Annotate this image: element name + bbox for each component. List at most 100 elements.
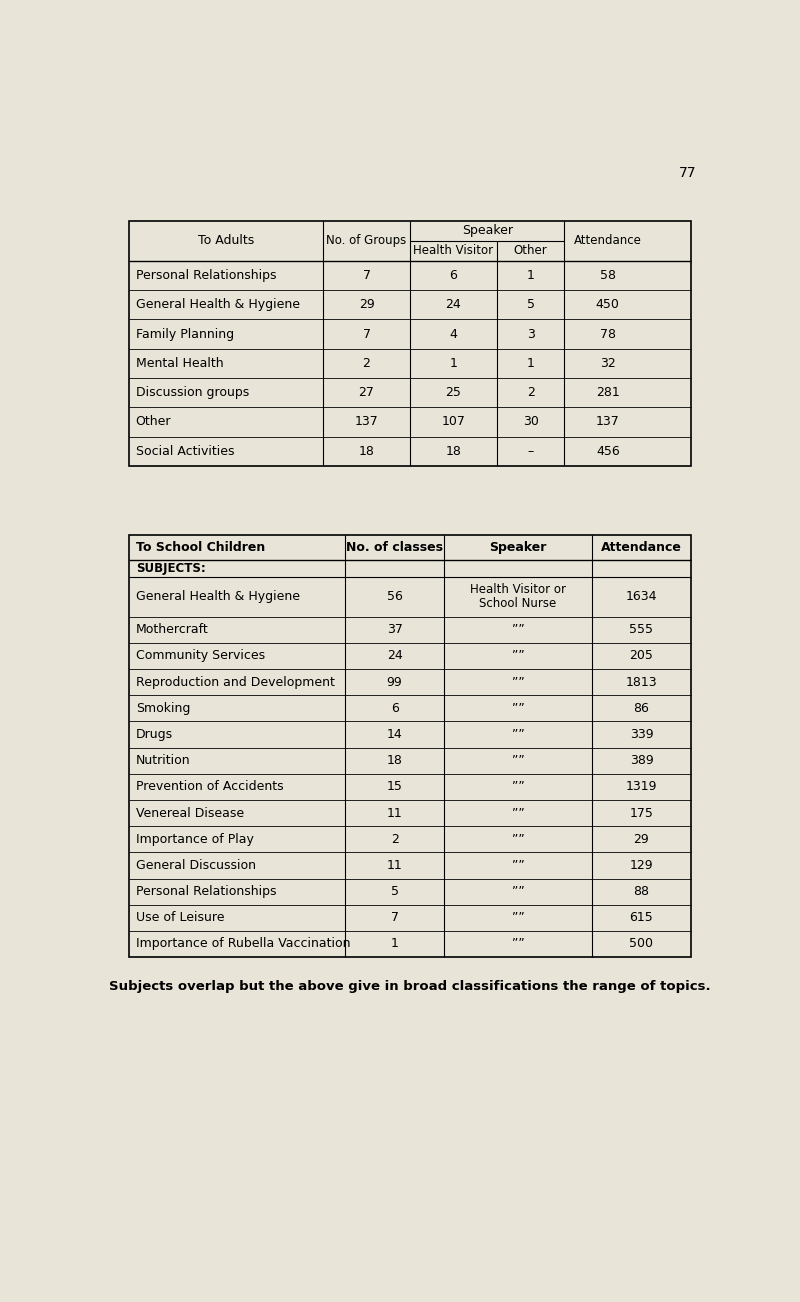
Text: Importance of Play: Importance of Play [136,833,254,846]
Text: 88: 88 [634,885,650,898]
Text: 78: 78 [600,328,616,341]
Text: Social Activities: Social Activities [136,445,234,457]
Text: 615: 615 [630,911,654,924]
Text: 29: 29 [634,833,650,846]
Text: Drugs: Drugs [136,728,173,741]
Text: 27: 27 [358,387,374,400]
Text: ””: ”” [512,911,524,924]
Text: 6: 6 [390,702,398,715]
Text: 175: 175 [630,806,654,819]
Text: 4: 4 [450,328,458,341]
Text: Speaker: Speaker [462,224,513,237]
Text: 137: 137 [354,415,378,428]
Text: To Adults: To Adults [198,234,254,247]
Text: ””: ”” [512,859,524,872]
Text: Family Planning: Family Planning [136,328,234,341]
Text: General Health & Hygiene: General Health & Hygiene [136,298,300,311]
Text: 450: 450 [596,298,620,311]
Text: Smoking: Smoking [136,702,190,715]
Text: 456: 456 [596,445,620,457]
Text: 205: 205 [630,650,654,663]
Text: ””: ”” [512,885,524,898]
Text: 7: 7 [390,911,398,924]
Text: Personal Relationships: Personal Relationships [136,270,276,283]
Text: 1813: 1813 [626,676,658,689]
Text: School Nurse: School Nurse [479,598,557,611]
Text: Speaker: Speaker [490,540,546,553]
Text: ””: ”” [512,702,524,715]
Text: 7: 7 [362,328,370,341]
Text: Attendance: Attendance [601,540,682,553]
Text: 7: 7 [362,270,370,283]
Text: 500: 500 [630,937,654,950]
Text: 339: 339 [630,728,654,741]
Text: Health Visitor or: Health Visitor or [470,583,566,596]
Text: 11: 11 [386,806,402,819]
Text: 24: 24 [446,298,462,311]
Text: 389: 389 [630,754,654,767]
Text: SUBJECTS:: SUBJECTS: [136,561,206,574]
Text: Use of Leisure: Use of Leisure [136,911,224,924]
Text: Discussion groups: Discussion groups [136,387,249,400]
Text: 18: 18 [386,754,402,767]
Text: 2: 2 [526,387,534,400]
Text: 3: 3 [526,328,534,341]
Text: 99: 99 [386,676,402,689]
Text: Other: Other [514,245,547,258]
Text: Mental Health: Mental Health [136,357,223,370]
Text: 24: 24 [386,650,402,663]
Bar [130,221,690,466]
Text: Importance of Rubella Vaccination: Importance of Rubella Vaccination [136,937,350,950]
Text: 1: 1 [526,357,534,370]
Text: 37: 37 [386,624,402,637]
Text: 86: 86 [634,702,650,715]
Text: Other: Other [136,415,171,428]
Text: 129: 129 [630,859,654,872]
Text: 25: 25 [446,387,462,400]
Text: Community Services: Community Services [136,650,265,663]
Text: 56: 56 [386,590,402,603]
Text: 2: 2 [390,833,398,846]
Text: 555: 555 [630,624,654,637]
Text: Nutrition: Nutrition [136,754,190,767]
Text: 5: 5 [390,885,398,898]
Text: 32: 32 [600,357,616,370]
Text: 1: 1 [526,270,534,283]
Text: Personal Relationships: Personal Relationships [136,885,276,898]
Text: 1: 1 [450,357,458,370]
Text: ””: ”” [512,624,524,637]
Bar [130,535,690,957]
Text: 14: 14 [386,728,402,741]
Text: 137: 137 [596,415,620,428]
Text: 5: 5 [526,298,534,311]
Text: ””: ”” [512,937,524,950]
Text: Prevention of Accidents: Prevention of Accidents [136,780,283,793]
Text: 1634: 1634 [626,590,658,603]
Text: General Discussion: General Discussion [136,859,256,872]
Text: ””: ”” [512,650,524,663]
Text: ””: ”” [512,754,524,767]
Text: 1319: 1319 [626,780,658,793]
Text: 11: 11 [386,859,402,872]
Text: 29: 29 [358,298,374,311]
Text: 6: 6 [450,270,458,283]
Text: ””: ”” [512,833,524,846]
Text: Venereal Disease: Venereal Disease [136,806,244,819]
Text: Attendance: Attendance [574,234,642,247]
Text: 30: 30 [522,415,538,428]
Text: 1: 1 [390,937,398,950]
Text: ””: ”” [512,806,524,819]
Text: Mothercraft: Mothercraft [136,624,208,637]
Text: No. of Groups: No. of Groups [326,234,406,247]
Text: ””: ”” [512,676,524,689]
Text: 77: 77 [678,167,696,180]
Text: ””: ”” [512,728,524,741]
Text: 58: 58 [600,270,616,283]
Text: Health Visitor: Health Visitor [414,245,494,258]
Text: To School Children: To School Children [136,540,265,553]
Text: –: – [527,445,534,457]
Text: 15: 15 [386,780,402,793]
Text: 2: 2 [362,357,370,370]
Text: 107: 107 [442,415,466,428]
Text: ””: ”” [512,780,524,793]
